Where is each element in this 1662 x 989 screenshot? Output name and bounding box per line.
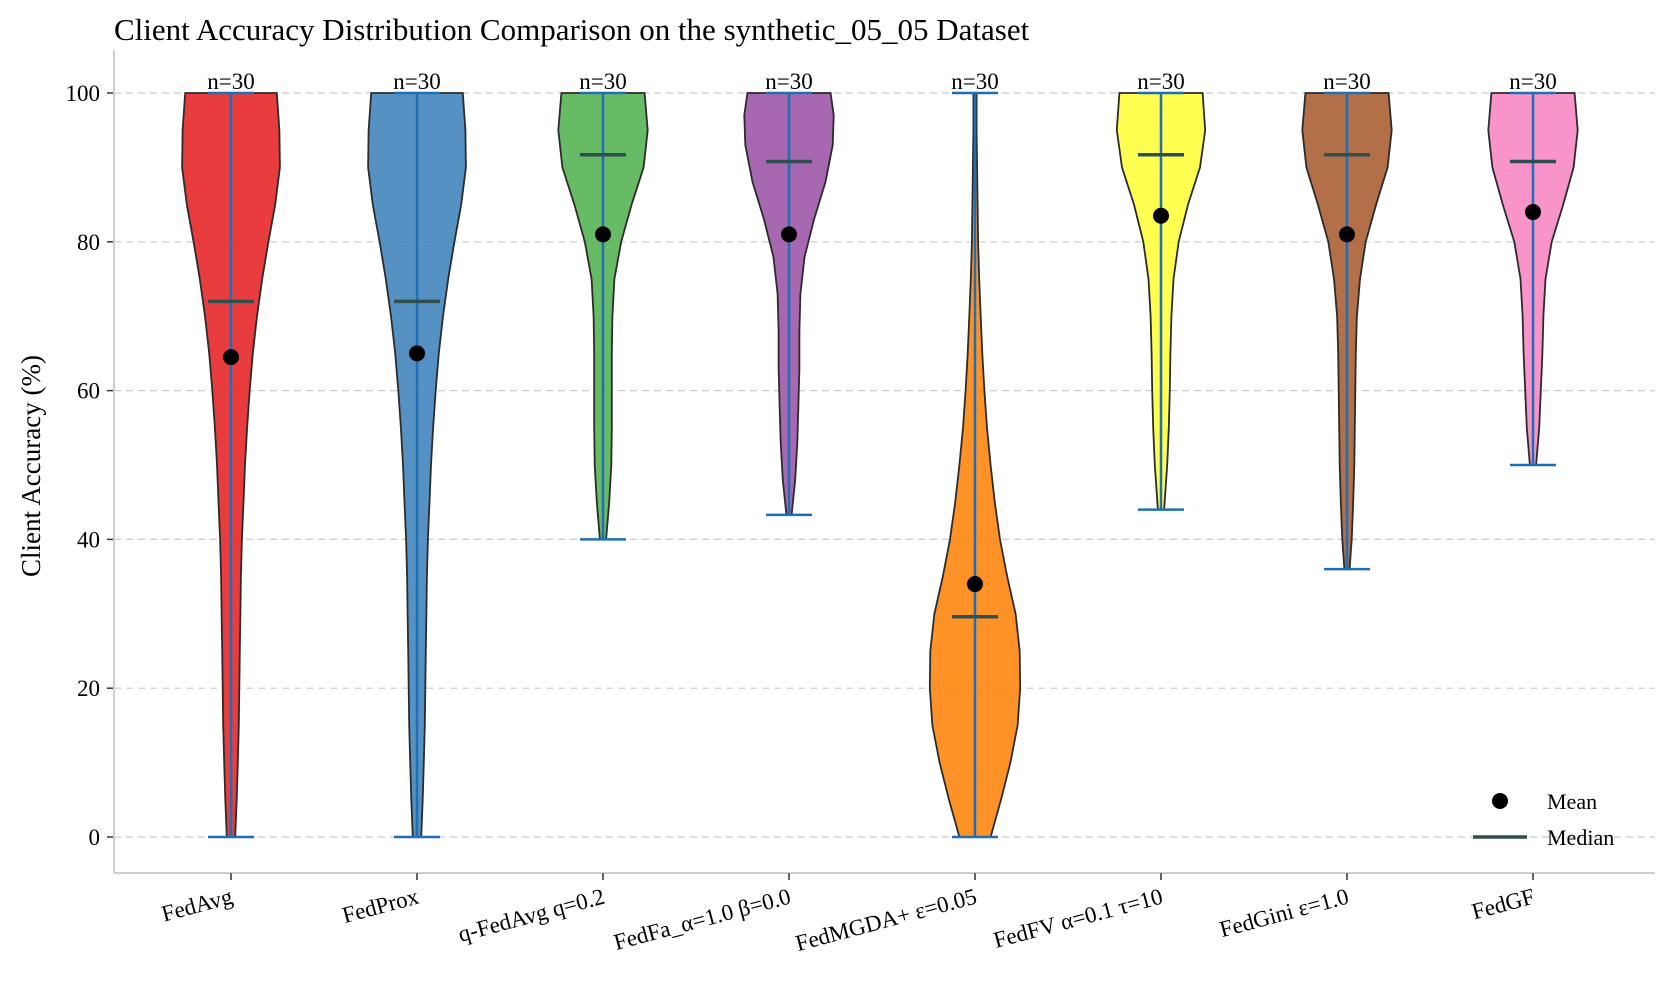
y-tick-label-60: 60 — [77, 379, 100, 404]
mean-marker — [595, 226, 611, 243]
x-tick-label: FedProx — [340, 884, 422, 928]
mean-marker — [1525, 204, 1541, 221]
y-tick-label-40: 40 — [77, 527, 100, 552]
mean-marker — [1153, 207, 1169, 224]
mean-marker — [223, 349, 239, 366]
sample-count-label: n=30 — [765, 69, 812, 94]
violin-group-5: n=30 — [928, 69, 1022, 839]
violin-group-4: n=30 — [743, 69, 835, 517]
sample-count-label: n=30 — [951, 69, 998, 94]
grid-lines — [114, 92, 1655, 838]
x-tick-label: q-FedAvg q=0.2 — [455, 884, 607, 947]
y-tick-label-100: 100 — [66, 81, 101, 106]
mean-marker — [1339, 226, 1355, 243]
sample-count-label: n=30 — [393, 69, 440, 94]
violin-group-3: n=30 — [557, 69, 649, 541]
y-axis-label: Client Accuracy (%) — [16, 355, 46, 577]
legend-mean-label: Mean — [1547, 789, 1597, 814]
sample-count-label: n=30 — [579, 69, 626, 94]
legend: Mean Median — [1473, 789, 1614, 850]
violin-group-2: n=30 — [367, 69, 467, 839]
violin-group-8: n=30 — [1487, 69, 1579, 467]
sample-count-label: n=30 — [1509, 69, 1556, 94]
x-tick-label: FedAvg — [159, 884, 236, 927]
sample-count-label: n=30 — [1137, 69, 1184, 94]
violin-group-1: n=30 — [181, 69, 281, 839]
mean-marker — [781, 226, 797, 243]
chart-title: Client Accuracy Distribution Comparison … — [114, 12, 1030, 47]
legend-mean-marker — [1492, 793, 1508, 809]
violin-group-6: n=30 — [1115, 69, 1207, 511]
mean-marker — [409, 345, 425, 362]
sample-count-label: n=30 — [207, 69, 254, 94]
violin-group-7: n=30 — [1301, 69, 1393, 571]
x-tick-label: FedFV α=0.1 τ=10 — [991, 884, 1166, 953]
legend-median-label: Median — [1547, 825, 1614, 850]
x-tick-label: FedGini ε=1.0 — [1217, 884, 1351, 942]
x-tick-label: FedFa_α=1.0 β=0.0 — [611, 884, 793, 955]
y-tick-label-20: 20 — [77, 676, 100, 701]
violins: n=30 n=30 n=30 n=30 n=30 n=30 n=30 n=30 — [181, 69, 1579, 839]
x-tick-label: FedMGDA+ ε=0.05 — [793, 884, 980, 956]
mean-marker — [967, 576, 983, 593]
x-tick-label: FedGF — [1469, 884, 1537, 925]
sample-count-label: n=30 — [1323, 69, 1370, 94]
y-tick-label-80: 80 — [77, 230, 100, 255]
y-tick-label-0: 0 — [89, 825, 101, 850]
